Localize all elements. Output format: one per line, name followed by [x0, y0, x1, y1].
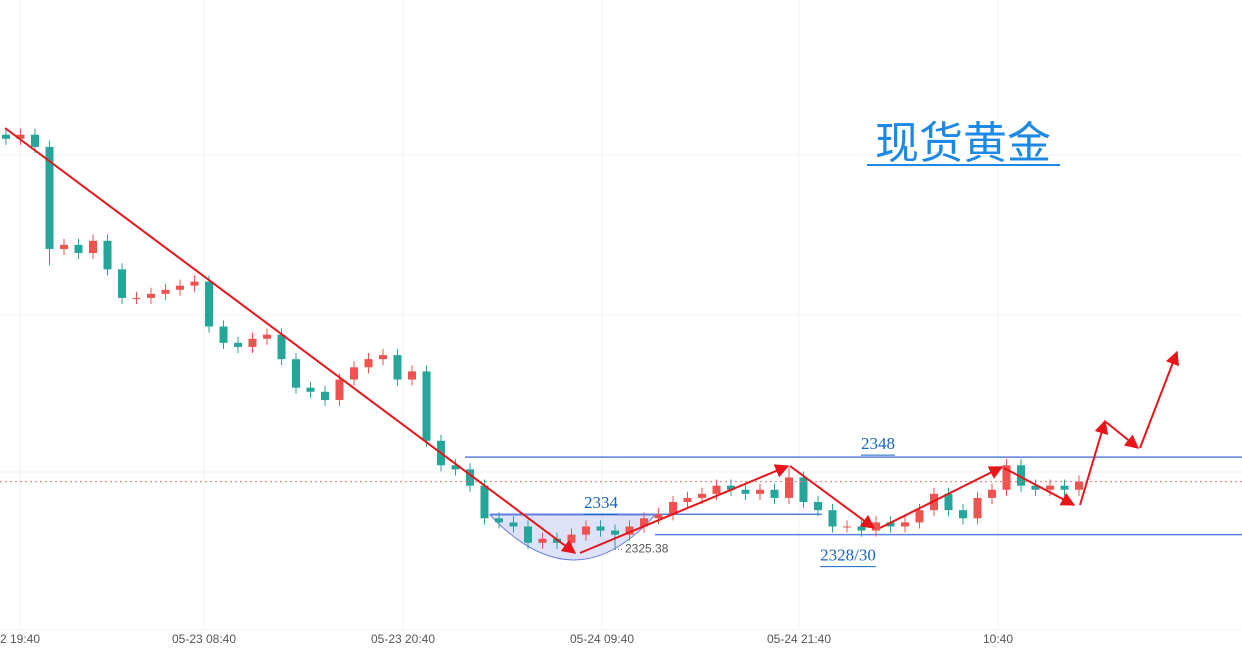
candle-body	[16, 134, 25, 139]
candle-body	[103, 240, 112, 270]
candle-body	[1060, 485, 1069, 490]
candle-body	[611, 530, 619, 535]
candle-body	[74, 244, 83, 254]
candle-body	[509, 522, 518, 527]
candle-body	[89, 240, 97, 254]
x-tick-label: 05-23 20:40	[371, 632, 435, 646]
level-label: 2348	[861, 434, 895, 453]
candle-body	[669, 501, 677, 515]
candle-body	[582, 526, 590, 535]
candle-body	[45, 146, 54, 249]
x-tick-label: 2 19:40	[0, 632, 40, 646]
x-tick-label: 05-23 08:40	[172, 632, 236, 646]
candle-body	[263, 334, 271, 339]
candle-body	[973, 497, 982, 519]
candle-body	[814, 501, 822, 511]
candle-body	[292, 359, 300, 388]
candle-body	[1017, 465, 1025, 486]
candle-body	[654, 514, 663, 519]
candle-body	[1046, 485, 1054, 490]
candle-body	[785, 477, 793, 498]
candle-body	[277, 334, 286, 360]
candles: 2325.38	[0, 128, 1242, 556]
candle-body	[2, 134, 10, 139]
candle-body	[451, 465, 460, 470]
candle-body	[741, 489, 750, 494]
candle-body	[393, 355, 402, 380]
candle-body	[480, 485, 489, 519]
candle-body	[1075, 481, 1083, 490]
low-marker-label: 2325.38	[625, 542, 669, 556]
candle-body	[350, 367, 358, 380]
candle-body	[756, 489, 764, 494]
candle-body	[379, 355, 387, 360]
x-tick-label: 05-24 09:40	[570, 632, 634, 646]
candle-body	[799, 477, 808, 502]
h-grid	[0, 154, 1242, 631]
candle-body	[843, 526, 851, 528]
candle-body	[60, 244, 68, 249]
x-axis: 2 19:40 05-23 08:40 05-23 20:40 05-24 09:40…	[0, 632, 1013, 646]
level-label: 2334	[584, 493, 619, 512]
candle-body	[495, 518, 503, 523]
candle-body	[321, 391, 329, 400]
candle-body	[538, 538, 547, 543]
candle-body	[248, 338, 257, 347]
level-label: 2328/30	[820, 546, 876, 565]
candle-body	[118, 269, 126, 298]
candle-body	[1002, 465, 1011, 490]
candle-body	[364, 359, 373, 368]
candle-body	[828, 510, 837, 527]
candle-body	[915, 510, 924, 523]
candle-body	[205, 281, 213, 327]
candle-body	[234, 342, 242, 347]
candle-body	[770, 489, 779, 498]
candle-body	[147, 293, 155, 298]
candle-body	[161, 289, 170, 294]
candle-body	[466, 469, 474, 486]
candle-body	[872, 522, 880, 531]
candle-body	[640, 518, 648, 527]
candle-body	[596, 526, 605, 531]
candle-body	[857, 526, 866, 531]
chart-title: 现货黄金	[875, 118, 1051, 169]
candle-body	[712, 485, 721, 494]
candle-body	[408, 371, 416, 380]
candle-body	[31, 134, 39, 147]
candle-body	[959, 510, 967, 519]
candle-body	[625, 526, 634, 535]
x-tick-label: 10:40	[983, 632, 1013, 646]
candle-body	[683, 497, 692, 502]
candle-body	[132, 297, 141, 299]
candle-body	[567, 534, 576, 543]
candle-body	[1031, 485, 1040, 490]
candle-body	[901, 522, 909, 527]
candle-body	[176, 285, 184, 290]
candle-body	[524, 526, 532, 543]
candle-body	[944, 493, 953, 511]
candle-body	[335, 379, 344, 400]
candle-body	[422, 371, 431, 441]
candle-body	[306, 387, 315, 392]
candle-body	[727, 485, 735, 490]
trend-arrows	[4, 127, 1180, 554]
candle-body	[190, 281, 199, 286]
candle-body	[219, 326, 228, 343]
v-grid	[19, 0, 999, 628]
x-tick-label: 05-24 21:40	[767, 632, 831, 646]
candle-body	[698, 493, 706, 498]
candle-body	[886, 522, 895, 527]
candle-body	[988, 489, 996, 498]
